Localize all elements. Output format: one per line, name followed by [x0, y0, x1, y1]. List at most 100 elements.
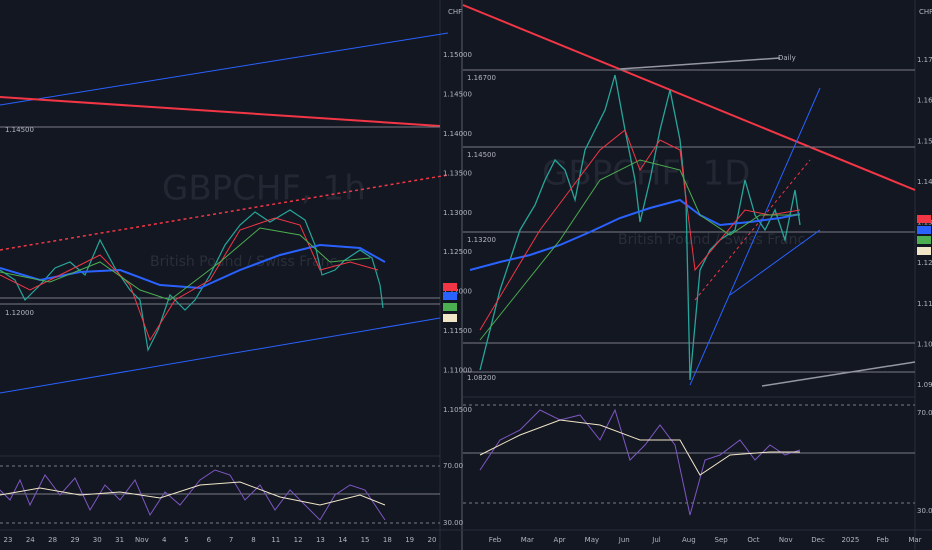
price-axis-label: 1.15000: [443, 51, 472, 59]
time-axis-label: 12: [294, 536, 303, 544]
time-axis-label: Dec: [811, 536, 825, 544]
line-label: 1.14500: [5, 126, 34, 134]
rsi-line: [0, 469, 386, 521]
moving-average: [0, 217, 379, 342]
time-axis-label: 28: [48, 536, 57, 544]
trendline: [694, 159, 811, 301]
time-axis-label: Jun: [618, 536, 630, 544]
price-axis-label: 1.13500: [443, 169, 472, 177]
line-label: 1.08200: [467, 374, 496, 382]
trendline: [761, 361, 916, 387]
trendline: [0, 174, 449, 251]
time-axis-label: May: [585, 536, 599, 544]
line-label: 1.16700: [467, 74, 496, 82]
time-axis-label: 4: [162, 536, 167, 544]
moving-average: [479, 129, 801, 331]
time-axis-label: 31: [115, 536, 124, 544]
time-axis-label: 11: [271, 536, 280, 544]
moving-average: [479, 159, 800, 341]
channel-line: [689, 87, 821, 386]
currency: CHF: [919, 8, 932, 16]
price-axis-label: 1.11000: [917, 300, 932, 308]
watermark-subtitle: British Pound / Swiss Franc: [618, 232, 805, 248]
time-axis-label: Aug: [682, 536, 696, 544]
price-axis-label: 1.12000: [443, 288, 472, 296]
price-tag: [917, 247, 931, 255]
price-axis-label: 1.13000: [443, 209, 472, 217]
time-axis-label: 29: [70, 536, 79, 544]
watermark: GBPCHF, 1h: [162, 169, 366, 209]
rsi-level: 30.00: [443, 519, 463, 527]
rsi-line: [479, 408, 801, 516]
trendline-label: Daily: [778, 54, 796, 62]
price-path: [479, 74, 801, 381]
price-axis-label: 1.14000: [917, 178, 932, 186]
price-axis-label: 1.09000: [917, 381, 932, 389]
trendline: [462, 4, 916, 191]
time-axis-label: 15: [361, 536, 370, 544]
time-axis-label: Mar: [521, 536, 534, 544]
price-axis-label: 1.15000: [917, 137, 932, 145]
time-axis-label: 18: [383, 536, 392, 544]
time-axis-label: 5: [184, 536, 188, 544]
rsi-ma: [479, 419, 800, 476]
time-axis-label: 30: [93, 536, 102, 544]
rsi-level: 70.00: [443, 462, 463, 470]
rsi-level: 30.00: [917, 507, 932, 515]
line-label: 1.13200: [467, 236, 496, 244]
time-axis-label: Feb: [876, 536, 889, 544]
price-axis-label: 1.17000: [917, 56, 932, 64]
time-axis-label: 23: [4, 536, 13, 544]
channel-line: [729, 229, 821, 296]
price-tag: [917, 215, 931, 223]
watermark-subtitle: British Pound / Swiss Franc: [150, 254, 337, 270]
trendline: [0, 32, 449, 106]
time-axis-label: 19: [405, 536, 414, 544]
time-axis-label: 7: [229, 536, 233, 544]
price-tag: [443, 292, 457, 300]
price-axis-label: 1.12000: [917, 259, 932, 267]
time-axis-label: 24: [26, 536, 35, 544]
watermark: GBPCHF, 1D: [542, 154, 750, 194]
rsi-level: 70.00: [917, 409, 932, 417]
price-axis-label: 1.12500: [443, 248, 472, 256]
price-axis-label: 1.14500: [443, 90, 472, 98]
price-axis-label: 1.16000: [917, 97, 932, 105]
line-label: 1.12000: [5, 309, 34, 317]
time-axis-label: Jul: [651, 536, 661, 544]
time-axis-label: 6: [207, 536, 212, 544]
rsi-ma: [0, 481, 386, 506]
price-axis-label: 1.10000: [917, 340, 932, 348]
time-axis-label: Sep: [715, 536, 729, 544]
time-axis-label: 20: [428, 536, 437, 544]
price-axis-label: 1.14000: [443, 130, 472, 138]
currency: CHF: [448, 8, 462, 16]
moving-average: [0, 243, 386, 290]
time-axis-label: 8: [251, 536, 255, 544]
time-axis-label: 14: [338, 536, 347, 544]
time-axis-label: Nov: [135, 536, 149, 544]
time-axis-label: Feb: [489, 536, 502, 544]
trendline: [619, 57, 781, 70]
price-axis-label: 1.11000: [443, 367, 472, 375]
price-axis-label: 1.11500: [443, 327, 472, 335]
time-axis-label: Mar: [908, 536, 921, 544]
line-label: 1.14500: [467, 151, 496, 159]
price-axis-label: 1.10500: [443, 406, 472, 414]
time-axis-label: 2025: [841, 536, 859, 544]
time-axis-label: Oct: [747, 536, 759, 544]
time-axis-label: Nov: [779, 536, 793, 544]
price-tag: [443, 303, 457, 311]
price-tag: [917, 226, 931, 234]
trendline: [0, 317, 441, 394]
price-tag: [917, 236, 931, 244]
price-path: [0, 209, 384, 352]
time-axis-label: 13: [316, 536, 325, 544]
price-tag: [443, 283, 457, 291]
trendline: [0, 96, 441, 127]
price-tag: [443, 314, 457, 322]
moving-average: [0, 227, 371, 301]
time-axis-label: Apr: [554, 536, 566, 544]
